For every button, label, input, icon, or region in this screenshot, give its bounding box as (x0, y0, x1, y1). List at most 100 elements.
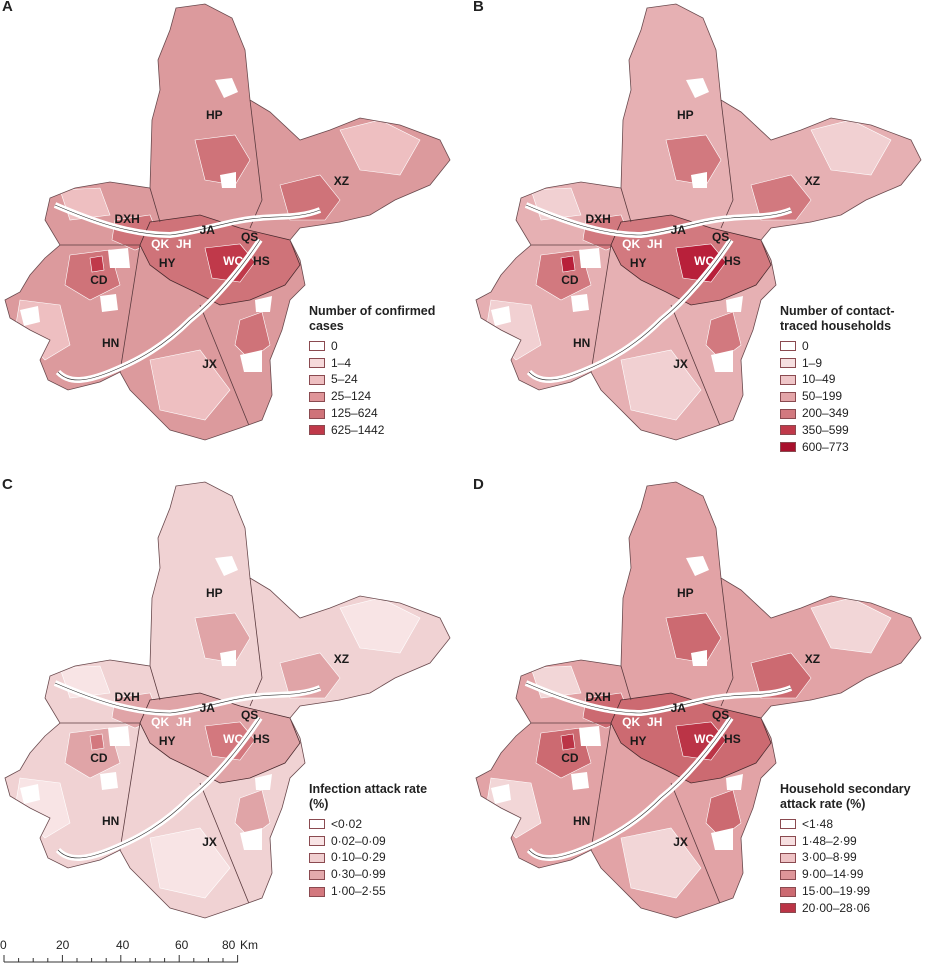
map-legend: Household secondary attack rate (%) <1·48… (780, 782, 920, 917)
area-patch-dark (665, 612, 722, 664)
legend-label: 15·00–19·99 (802, 884, 871, 899)
district-label-jx: JX (202, 835, 217, 850)
legend-swatch (780, 391, 796, 402)
area-no-data (100, 772, 118, 790)
legend-swatch (780, 903, 796, 914)
legend-item: 0·10–0·29 (309, 850, 449, 867)
legend-item: 350–599 (780, 422, 920, 439)
district-label-wc: WC (694, 253, 715, 268)
area-patch-light (339, 119, 421, 176)
district-label-cd: CD (90, 272, 108, 287)
district-label-cd: CD (561, 750, 579, 765)
district-label-hp: HP (205, 586, 223, 601)
legend-swatch (780, 819, 796, 830)
district-label-hn: HN (573, 336, 591, 351)
district-boundary (199, 782, 251, 907)
district-boundary (590, 244, 612, 373)
legend-item: 10–49 (780, 372, 920, 389)
region-outline (4, 481, 451, 919)
legend-item: 0 (309, 338, 449, 355)
district-label-jh: JH (176, 715, 192, 730)
scale-tick-0: 0 (0, 938, 7, 952)
legend-item: <0·02 (309, 816, 449, 833)
area-no-data (240, 828, 262, 850)
legend-swatch (780, 836, 796, 847)
map-svg (475, 481, 922, 919)
area-no-data (579, 248, 601, 268)
area-patch-darkest (560, 255, 576, 273)
area-patch-light (339, 597, 421, 654)
area-patch-dark (535, 249, 592, 301)
district-label-hy: HY (629, 734, 647, 749)
map-svg (4, 3, 451, 441)
legend-item: 1·00–2·55 (309, 883, 449, 900)
legend-item: 1·48–2·99 (780, 833, 920, 850)
area-patch-dark (535, 727, 592, 779)
legend-swatch (780, 425, 796, 436)
area-no-data (686, 78, 709, 98)
legend-item: 0 (780, 338, 920, 355)
district-label-ja: JA (670, 701, 686, 716)
legend-label: 1–4 (331, 355, 352, 370)
legend-swatch (309, 341, 325, 352)
district-boundary (670, 304, 722, 429)
scale-tick-40: 40 (116, 938, 130, 952)
district-label-cd: CD (561, 272, 579, 287)
legend-swatch (309, 358, 325, 369)
map-panel-a: A HP XZ DXH JA QS QK JH HY WC HS CD HN JX Number of co… (0, 0, 471, 470)
map-legend: Number of confirmed cases 0 1–4 5–24 25–124 1… (309, 304, 449, 439)
district-label-xz: XZ (333, 651, 350, 666)
legend-label: 0·02–0·09 (331, 833, 386, 848)
legend-item: 20·00–28·06 (780, 900, 920, 917)
legend-item: 50–199 (780, 388, 920, 405)
area-no-data (726, 296, 743, 312)
legend-label: 0 (802, 338, 809, 353)
panel-letter: A (2, 0, 13, 15)
legend-swatch (309, 869, 325, 880)
legend-label: <0·02 (331, 816, 363, 831)
legend-swatch (309, 886, 325, 897)
district-boundary (149, 665, 161, 701)
district-label-hy: HY (158, 256, 176, 271)
legend-swatch (309, 391, 325, 402)
area-no-data (711, 350, 733, 372)
area-patch-darkest (89, 733, 105, 751)
district-label-hp: HP (676, 586, 694, 601)
area-no-data (579, 726, 601, 746)
legend-swatch (309, 819, 325, 830)
district-label-qs: QS (711, 708, 730, 723)
area-no-data (726, 774, 743, 790)
area-patch-darkest (675, 721, 727, 761)
district-label-jx: JX (673, 835, 688, 850)
scale-bar-graphic (3, 955, 239, 963)
area-no-data (255, 774, 272, 790)
legend-label: 5–24 (331, 372, 358, 387)
legend-swatch (309, 374, 325, 385)
area-patch-light (149, 349, 231, 421)
legend-item: 9·00–14·99 (780, 866, 920, 883)
legend-label: 9·00–14·99 (802, 867, 864, 882)
area-patch-light (810, 597, 892, 654)
legend-title: Infection attack rate (%) (309, 782, 428, 811)
legend-label: 10–49 (802, 372, 836, 387)
legend-item: 1–4 (309, 355, 449, 372)
district-label-xz: XZ (333, 173, 350, 188)
district-label-wc: WC (223, 253, 244, 268)
district-label-hs: HS (724, 731, 741, 746)
legend-label: 3·00–8·99 (802, 850, 857, 865)
legend-swatch (309, 408, 325, 419)
legend-swatch (309, 836, 325, 847)
map-svg (475, 3, 922, 441)
district-label-hn: HN (102, 814, 120, 829)
legend-item: 125–624 (309, 405, 449, 422)
district-label-qs: QS (711, 230, 730, 245)
area-patch-darkest (560, 733, 576, 751)
legend-item: 3·00–8·99 (780, 850, 920, 867)
district-label-qk: QK (151, 237, 170, 252)
map-panel-d: D HP XZ DXH JA QS QK JH HY WC HS CD HN JX Household se… (471, 476, 942, 948)
area-patch-light (620, 827, 702, 899)
area-no-data (20, 306, 40, 326)
area-no-data (691, 650, 707, 666)
legend-swatch (309, 425, 325, 436)
area-patch-darkest (204, 721, 256, 761)
